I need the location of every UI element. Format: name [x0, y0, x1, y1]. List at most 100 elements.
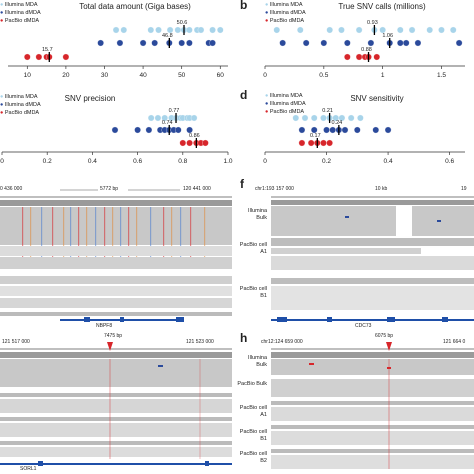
median-label: 1.06: [382, 33, 393, 39]
read-block: [271, 286, 474, 310]
panel-f-tracks: [271, 196, 474, 322]
panel-c-legend: ● Illumina MDA ● Illumina dMDA ● PacBio …: [0, 93, 41, 117]
panel-d-legend: ● Illumina MDA ● Illumina dMDA ● PacBio …: [265, 92, 306, 116]
data-point: [217, 26, 224, 34]
data-point: [209, 39, 216, 47]
panel-h-letter: h: [240, 331, 248, 345]
data-point: [161, 114, 168, 122]
data-point: [379, 26, 386, 34]
legend-pacbio-dmda: ● PacBio dMDA: [265, 17, 306, 25]
panel-g-tracks: [0, 342, 232, 466]
coord-right: 120 441 000: [183, 186, 211, 192]
legend-label: PacBio dMDA: [269, 18, 305, 24]
median-label: 50.6: [177, 20, 188, 26]
data-point: [190, 114, 198, 122]
data-point: [302, 39, 310, 47]
gene-name: NBPF8: [96, 323, 113, 329]
read-block: [271, 455, 474, 469]
read-block: [0, 399, 232, 413]
gene-exon: [84, 317, 90, 322]
data-point: [307, 139, 315, 147]
x-tick-label: 0: [263, 72, 267, 79]
median-label: 0.93: [367, 20, 378, 26]
data-point: [145, 126, 153, 134]
gene-exon: [120, 317, 124, 322]
data-point: [62, 53, 70, 61]
legend-illumina-mda: ● Illumina MDA: [265, 1, 306, 9]
data-point: [112, 26, 120, 34]
legend-pacbio-dmda: ● PacBio dMDA: [0, 109, 41, 117]
read-block: [271, 256, 474, 270]
legend-dot: ●: [0, 2, 4, 8]
mismatch-column: [112, 207, 114, 269]
read-block: [412, 206, 474, 236]
panel-a: Total data amount (Giga bases) ● Illumin…: [0, 0, 237, 90]
read-block: [0, 246, 232, 256]
data-point: [178, 39, 185, 47]
panel-h: h chr12:124 659 000 6075 bp 121 664 0 Il…: [237, 331, 474, 474]
variant-mark: [387, 367, 391, 369]
data-point: [426, 26, 433, 34]
data-point: [326, 26, 333, 34]
data-point: [414, 39, 422, 47]
track-label-illumina-bulk: Illumina Bulk: [248, 355, 267, 368]
mismatch-column: [163, 207, 165, 269]
mismatch-column: [190, 207, 192, 269]
median-label: 46.8: [162, 33, 173, 39]
legend-illumina-dmda: ● Illumina dMDA: [265, 100, 306, 108]
data-point: [202, 139, 209, 147]
read-block: [0, 257, 232, 269]
legend-illumina-mda: ● Illumina MDA: [0, 1, 41, 9]
data-point: [341, 126, 349, 134]
x-tick-label: 0.6: [133, 158, 142, 165]
variant-mark: [345, 216, 349, 218]
median-label: 0.24: [331, 120, 342, 126]
panel-c-title: SNV precision: [64, 94, 116, 103]
data-point: [186, 126, 193, 134]
read-block: [271, 379, 474, 397]
track-label-pacbio-cell-b1: PacBio cell B1: [239, 286, 267, 299]
mismatch-column: [136, 207, 138, 269]
panel-g: 121 517 000 7475 bp 121 523 000 SORL1: [0, 333, 237, 474]
panel-h-tracks: [271, 342, 474, 469]
gene-exon: [38, 461, 43, 466]
coord-span: 10 kb: [375, 186, 388, 192]
gene-exon: [442, 317, 448, 322]
data-point: [147, 114, 155, 122]
variant-stripes: [22, 207, 206, 269]
panel-e-tracks: [0, 189, 232, 322]
variant-mark: [437, 220, 441, 222]
read-block: [271, 248, 421, 254]
data-point: [344, 53, 351, 61]
data-point: [197, 26, 205, 34]
x-tick-label: 30: [101, 72, 109, 79]
data-point: [402, 39, 410, 47]
mismatch-column: [120, 207, 122, 269]
panel-c-plot: 0 0.2 0.4 0.6 0.8 1.0 0.77 0.74 0.86: [0, 108, 233, 165]
panel-b-legend: ● Illumina MDA ● Illumina dMDA ● PacBio …: [265, 1, 306, 25]
data-point: [279, 39, 286, 47]
legend-label: Illumina dMDA: [4, 10, 41, 16]
x-tick-label: 1.5: [437, 72, 446, 79]
data-point: [455, 39, 463, 47]
legend-label: Illumina MDA: [4, 94, 38, 100]
legend-illumina-dmda: ● Illumina dMDA: [265, 9, 306, 17]
legend-illumina-mda: ● Illumina MDA: [0, 93, 41, 101]
median-label: 0.88: [361, 47, 372, 53]
x-tick-label: 10: [24, 72, 32, 79]
panel-b-plot: 0 0.5 1 1.5 0.93 1.06 0.88: [263, 20, 465, 79]
legend-dot: ●: [265, 109, 269, 115]
coverage-track: [271, 352, 474, 358]
read-block: [0, 447, 232, 457]
x-tick-label: 0: [0, 158, 4, 165]
legend-label: Illumina dMDA: [269, 101, 306, 107]
mismatch-column: [171, 207, 173, 269]
variant-mark: [158, 365, 163, 367]
x-tick-label: 1.0: [223, 158, 232, 165]
coord-left: chr12:124 659 000: [261, 339, 303, 345]
panel-b-letter: b: [240, 0, 248, 12]
legend-dot: ●: [0, 110, 4, 116]
x-tick-label: 0.4: [88, 158, 97, 165]
data-point: [329, 126, 336, 134]
mismatch-column: [180, 207, 182, 269]
